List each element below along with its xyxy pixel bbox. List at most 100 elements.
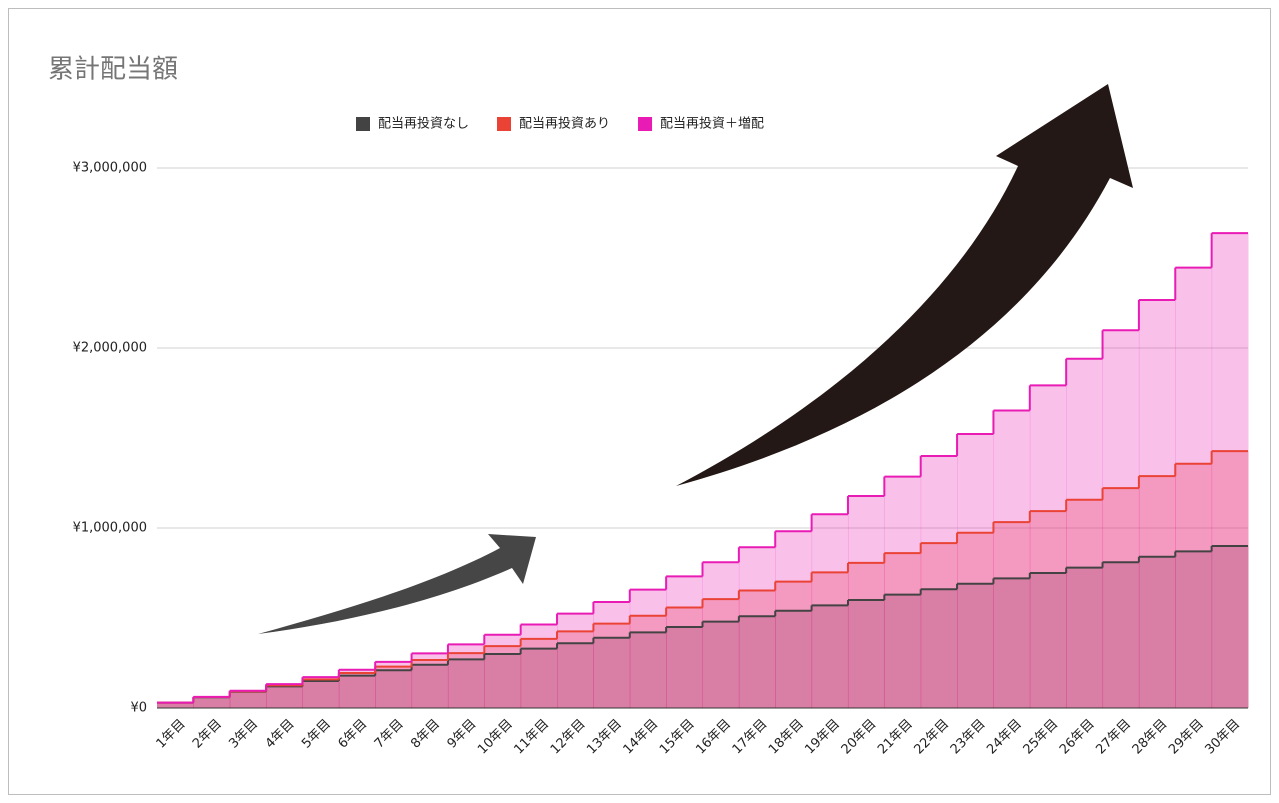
step-area-fill — [811, 572, 849, 708]
step-area-fill — [1029, 573, 1067, 708]
step-area-fill — [775, 581, 813, 708]
step-area-fill — [738, 547, 776, 708]
y-tick-label: ¥3,000,000 — [73, 161, 147, 176]
step-area-fill — [702, 621, 740, 708]
step-area-fill — [375, 666, 413, 708]
step-area-fill — [1102, 330, 1140, 708]
step-area-fill — [520, 648, 558, 708]
step-area-fill — [1029, 385, 1067, 708]
y-tick-label: ¥2,000,000 — [73, 341, 147, 356]
step-area-fill — [666, 627, 703, 708]
step-area-fill — [520, 624, 558, 708]
y-tick-label: ¥1,000,000 — [73, 521, 147, 536]
step-area-fill — [302, 681, 340, 708]
step-area-fill — [1066, 358, 1104, 708]
step-area-fill — [629, 615, 667, 708]
step-area-fill — [375, 670, 413, 708]
step-area-fill — [266, 685, 303, 708]
step-area-fill — [993, 578, 1031, 708]
step-area-fill — [702, 562, 740, 708]
step-area-fill — [229, 690, 267, 708]
step-area-fill — [775, 531, 813, 708]
step-area-fill — [629, 632, 667, 708]
step-area-fill — [811, 605, 849, 708]
step-area-fill — [193, 696, 231, 708]
step-area-fill — [1138, 556, 1176, 708]
step-area-fill — [1211, 451, 1249, 708]
step-area-fill — [593, 602, 631, 708]
step-area-fill — [629, 589, 667, 708]
step-area-fill — [157, 702, 194, 708]
step-area-fill — [447, 659, 485, 708]
step-area-fill — [520, 638, 558, 708]
legend-swatch — [638, 117, 653, 131]
step-area-fill — [884, 594, 922, 708]
step-area-fill — [920, 543, 958, 708]
step-area-fill — [157, 702, 194, 708]
big-arrow — [676, 84, 1133, 486]
step-area-fill — [411, 659, 449, 708]
step-area-fill — [447, 653, 485, 708]
step-area-fill — [411, 653, 449, 708]
arrows — [258, 84, 1133, 634]
step-area-fill — [593, 637, 631, 708]
chart-title: 累計配当額 — [48, 55, 178, 85]
step-area-fill — [484, 646, 522, 708]
legend-label: 配当再投資あり — [519, 116, 610, 132]
step-area-fill — [193, 697, 231, 708]
step-area-fill — [847, 562, 885, 708]
step-area-fill — [884, 553, 922, 708]
step-area-fill — [157, 702, 194, 708]
step-area-fill — [1175, 463, 1213, 708]
legend-label: 配当再投資なし — [378, 116, 469, 132]
step-area-fill — [957, 532, 994, 708]
step-area-fill — [884, 476, 922, 708]
step-area-fill — [1102, 488, 1140, 708]
step-area-fill — [1175, 551, 1213, 708]
step-area-fill — [993, 522, 1031, 708]
step-area-fill — [1029, 511, 1067, 708]
step-area-fill — [1138, 476, 1176, 708]
step-area-fill — [447, 644, 485, 708]
step-area-fill — [193, 697, 231, 708]
legend: 配当再投資なし 配当再投資あり 配当再投資＋増配 — [356, 116, 764, 132]
legend-swatch — [497, 117, 512, 131]
step-area-fill — [557, 643, 594, 708]
step-area-fill — [920, 455, 958, 708]
step-area-fill — [1102, 562, 1140, 708]
small-arrow — [258, 534, 536, 634]
step-area-fill — [775, 610, 813, 708]
step-area-fill — [302, 679, 340, 708]
legend-swatch — [356, 117, 370, 131]
step-area-fill — [847, 600, 885, 708]
step-area-fill — [666, 607, 703, 708]
step-area-fill — [1175, 267, 1213, 708]
step-area-fill — [702, 599, 740, 708]
step-area-fill — [557, 613, 594, 708]
y-tick-label: ¥0 — [130, 701, 147, 716]
step-area-fill — [266, 684, 303, 708]
step-area-fill — [411, 664, 449, 708]
step-area-fill — [1066, 499, 1104, 708]
step-area-fill — [1211, 233, 1249, 708]
step-area-fill — [666, 576, 703, 708]
step-area-fill — [738, 616, 776, 708]
step-area-fill — [1211, 546, 1249, 708]
step-area-fill — [847, 496, 885, 708]
step-area-fill — [1138, 299, 1176, 708]
step-area-fill — [229, 691, 267, 708]
step-area-fill — [738, 590, 776, 708]
step-area-fill — [266, 686, 303, 708]
step-area-fill — [302, 677, 340, 708]
step-area-fill — [920, 589, 958, 708]
step-area-fill — [957, 433, 994, 708]
step-area-fill — [484, 654, 522, 708]
step-area-fill — [338, 673, 376, 708]
step-area-fill — [811, 514, 849, 708]
step-area-fill — [338, 675, 376, 708]
legend-label: 配当再投資＋増配 — [660, 116, 764, 132]
step-area-fill — [957, 583, 994, 708]
step-area-fill — [993, 410, 1031, 708]
